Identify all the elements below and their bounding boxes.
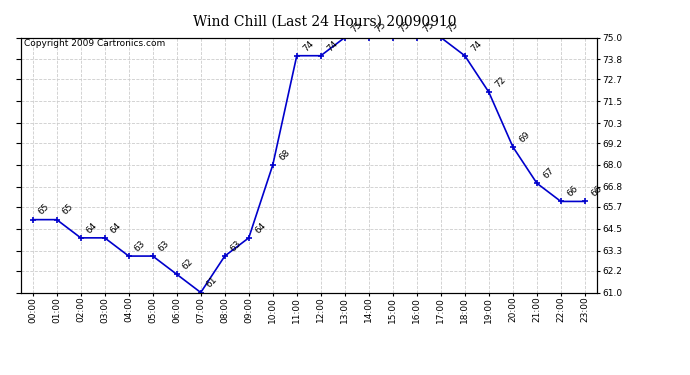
Text: 66: 66 xyxy=(589,184,604,199)
Text: 63: 63 xyxy=(157,239,171,253)
Text: 64: 64 xyxy=(85,220,99,235)
Text: Wind Chill (Last 24 Hours) 20090910: Wind Chill (Last 24 Hours) 20090910 xyxy=(193,15,456,29)
Text: 63: 63 xyxy=(229,239,244,253)
Text: 72: 72 xyxy=(493,75,507,89)
Text: 68: 68 xyxy=(277,148,291,162)
Text: 69: 69 xyxy=(517,129,531,144)
Text: Copyright 2009 Cartronics.com: Copyright 2009 Cartronics.com xyxy=(23,39,165,48)
Text: 63: 63 xyxy=(133,239,148,253)
Text: 61: 61 xyxy=(205,275,219,290)
Text: 75: 75 xyxy=(421,20,435,35)
Text: 62: 62 xyxy=(181,257,195,272)
Text: 75: 75 xyxy=(445,20,460,35)
Text: 67: 67 xyxy=(541,166,555,180)
Text: 64: 64 xyxy=(253,220,267,235)
Text: 75: 75 xyxy=(397,20,411,35)
Text: 74: 74 xyxy=(325,39,339,53)
Text: 75: 75 xyxy=(349,20,364,35)
Text: 65: 65 xyxy=(37,202,51,217)
Text: 75: 75 xyxy=(373,20,388,35)
Text: 74: 74 xyxy=(301,39,315,53)
Text: 65: 65 xyxy=(61,202,75,217)
Text: 64: 64 xyxy=(109,220,124,235)
Text: 66: 66 xyxy=(565,184,580,199)
Text: 74: 74 xyxy=(469,39,484,53)
